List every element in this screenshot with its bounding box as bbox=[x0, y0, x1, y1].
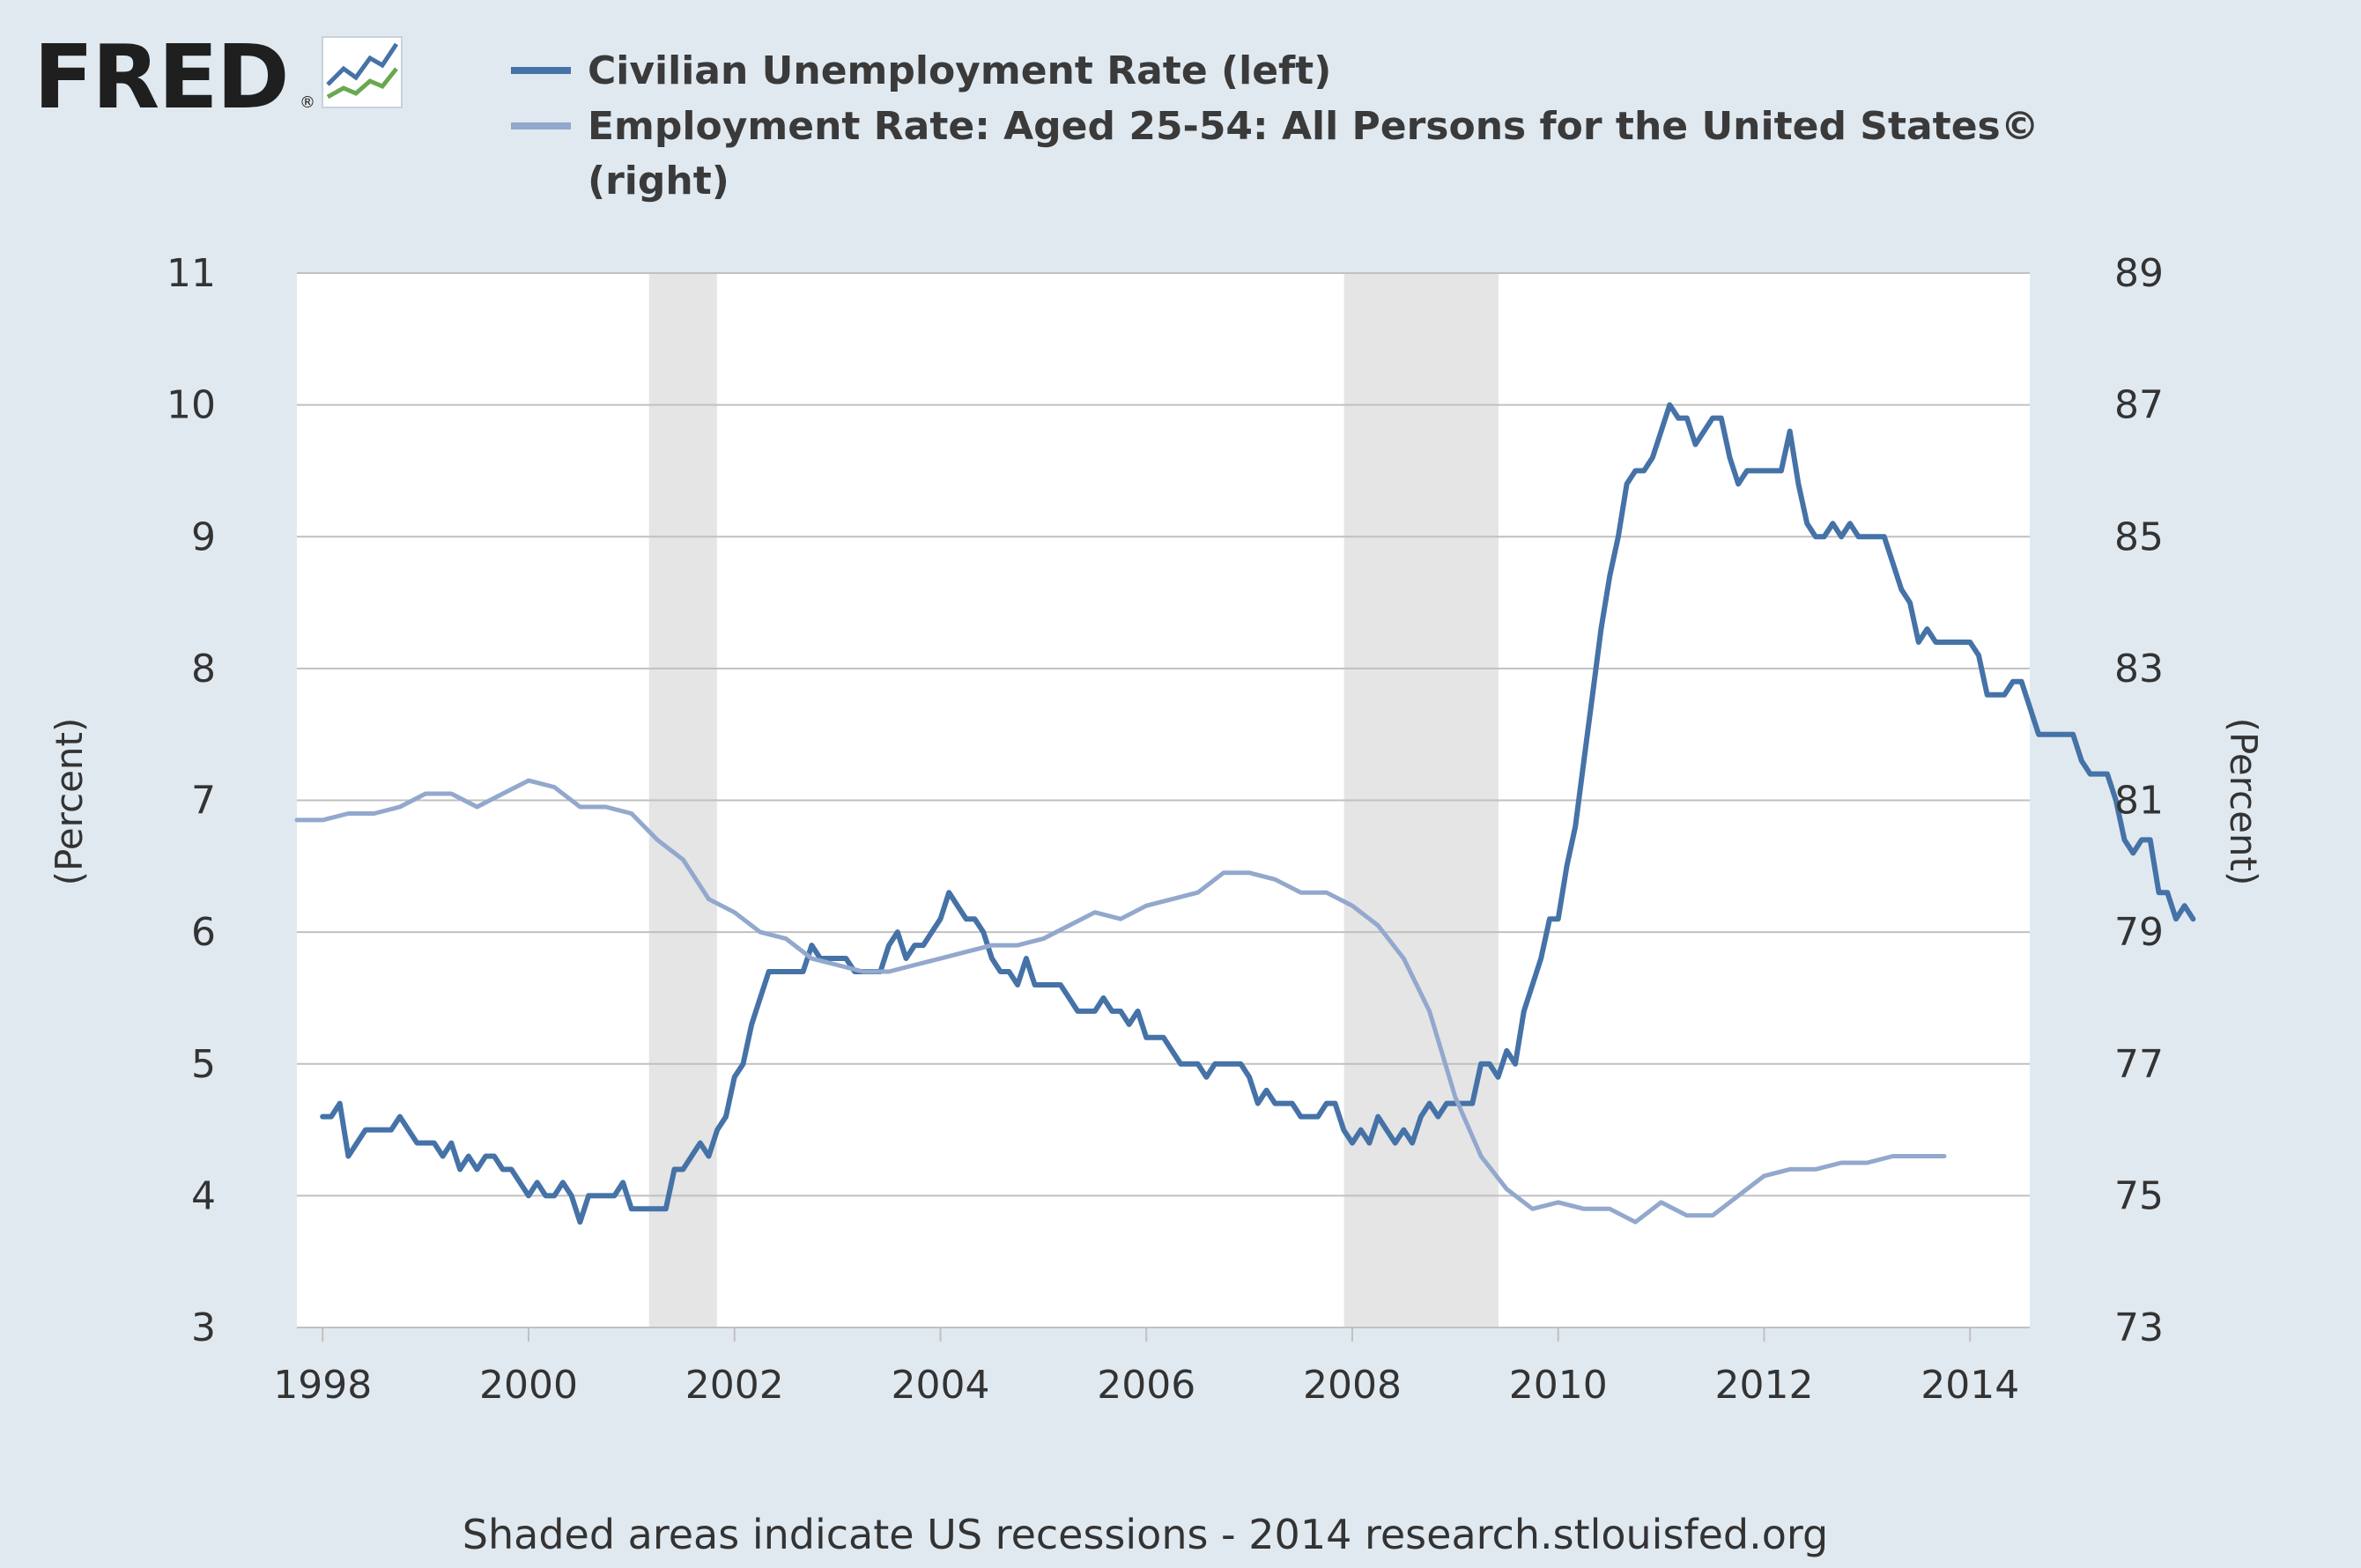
x-tick-label: 2008 bbox=[1303, 1363, 1402, 1408]
x-tick-label: 2014 bbox=[1921, 1363, 2019, 1408]
left-tick-label: 3 bbox=[191, 1305, 216, 1350]
right-tick-label: 81 bbox=[2114, 779, 2164, 824]
left-tick-label: 5 bbox=[191, 1042, 216, 1087]
x-tick-label: 2004 bbox=[891, 1363, 989, 1408]
x-tick-label: 2010 bbox=[1509, 1363, 1608, 1408]
left-tick-label: 6 bbox=[191, 910, 216, 955]
legend-label-employment-line1: Employment Rate: Aged 25-54: All Persons… bbox=[588, 104, 2039, 149]
right-tick-label: 87 bbox=[2114, 383, 2164, 428]
left-tick-label: 7 bbox=[191, 779, 216, 824]
right-tick-label: 79 bbox=[2114, 910, 2164, 955]
right-axis: 89 87 85 83 81 79 77 75 73 bbox=[2114, 251, 2164, 1350]
x-tick-label: 2006 bbox=[1097, 1363, 1195, 1408]
left-tick-label: 4 bbox=[191, 1173, 216, 1218]
registered-mark: ® bbox=[300, 93, 315, 112]
right-tick-label: 77 bbox=[2114, 1042, 2164, 1087]
right-tick-label: 89 bbox=[2114, 251, 2164, 296]
left-tick-label: 9 bbox=[191, 514, 216, 559]
left-tick-label: 11 bbox=[167, 251, 216, 296]
x-tick-label: 2000 bbox=[479, 1363, 578, 1408]
x-tick-label: 1998 bbox=[273, 1363, 372, 1408]
x-tick-label: 2002 bbox=[685, 1363, 784, 1408]
fred-graph-icon bbox=[322, 36, 403, 108]
right-tick-label: 83 bbox=[2114, 647, 2164, 692]
footer-note: Shaded areas indicate US recessions - 20… bbox=[463, 1511, 1828, 1558]
left-tick-label: 8 bbox=[191, 647, 216, 692]
x-tick-label: 2012 bbox=[1714, 1363, 1813, 1408]
left-axis: 11 10 9 8 7 6 5 4 3 bbox=[167, 251, 216, 1350]
legend: Civilian Unemployment Rate (left) Employ… bbox=[511, 48, 2039, 203]
right-axis-title: (Percent) bbox=[2222, 718, 2265, 886]
unemployment-rate-line bbox=[320, 402, 2196, 1225]
right-tick-label: 73 bbox=[2114, 1305, 2164, 1350]
legend-label-unemployment: Civilian Unemployment Rate (left) bbox=[588, 48, 1331, 93]
right-tick-label: 75 bbox=[2114, 1173, 2164, 1218]
series-lines bbox=[294, 402, 2196, 1225]
x-axis: 1998 2000 2002 2004 2006 2008 2010 2012 2014 bbox=[273, 1327, 2030, 1408]
fred-logo: FRED ® bbox=[33, 26, 403, 129]
left-tick-label: 10 bbox=[167, 383, 216, 428]
fred-logo-text: FRED bbox=[33, 26, 288, 129]
right-tick-label: 85 bbox=[2114, 514, 2164, 559]
left-axis-title: (Percent) bbox=[48, 718, 91, 886]
legend-label-employment-line2: (right) bbox=[588, 159, 729, 203]
employment-rate-line bbox=[294, 778, 1947, 1224]
